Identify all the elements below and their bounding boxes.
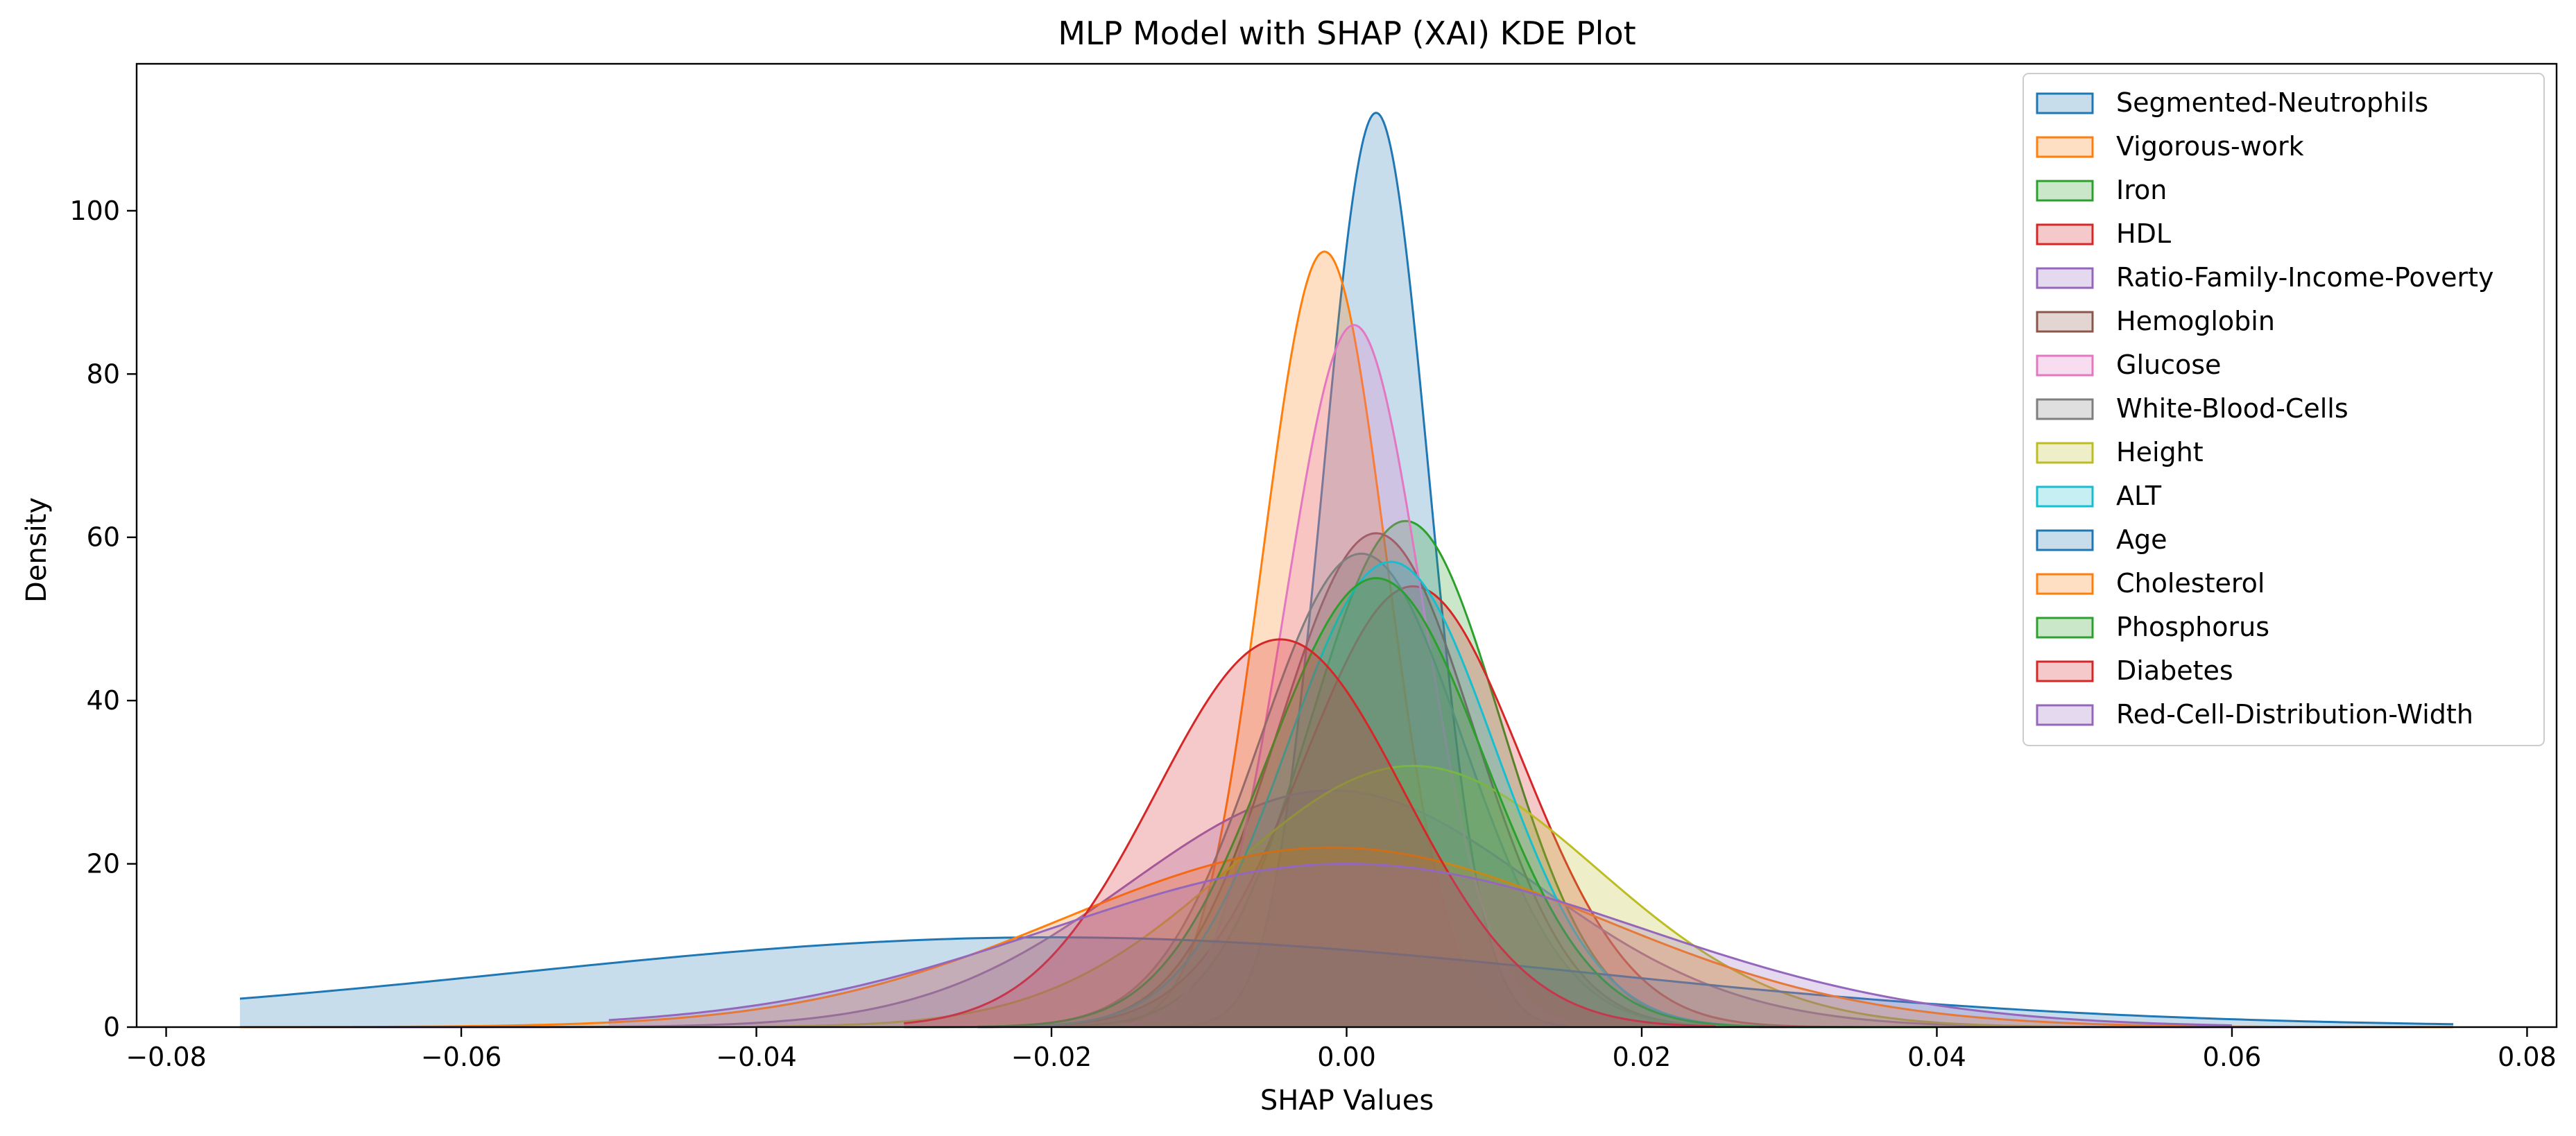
legend: Segmented-Neutrophils Vigorous-work Iron HD… <box>2023 73 2545 746</box>
kde-line-red-cell-distribution-width <box>608 863 2232 1026</box>
legend-label: Glucose <box>2116 350 2221 380</box>
kde-line-cholesterol <box>239 846 2454 1029</box>
kde-area-red-cell-distribution-width <box>608 863 2232 1027</box>
x-tick-label: −0.06 <box>421 1042 501 1072</box>
kde-area-iron <box>1051 521 1789 1027</box>
legend-label: Age <box>2116 524 2167 555</box>
legend-swatch <box>2036 398 2094 420</box>
kde-line-vigorous-work <box>1125 250 1525 1024</box>
kde-area-glucose <box>1125 325 1568 1027</box>
legend-swatch <box>2036 136 2094 158</box>
kde-line-height <box>756 764 2085 1029</box>
kde-area-height <box>756 766 2085 1027</box>
y-tick-label: 80 <box>87 359 120 389</box>
y-tick-label: 0 <box>103 1012 120 1042</box>
legend-label: White-Blood-Cells <box>2116 393 2349 424</box>
legend-label: Vigorous-work <box>2116 131 2304 162</box>
legend-label: Segmented-Neutrophils <box>2116 87 2428 118</box>
legend-swatch <box>2036 92 2094 114</box>
kde-area-age <box>239 937 2454 1027</box>
legend-swatch <box>2036 573 2094 595</box>
legend-label: Iron <box>2116 175 2167 205</box>
x-tick-label: 0.04 <box>1907 1042 1966 1072</box>
kde-area-ratio-family-income-poverty <box>239 790 2454 1027</box>
y-axis-label: Density <box>21 497 53 603</box>
plot-area <box>239 112 2454 1029</box>
y-tick-label: 100 <box>69 196 120 226</box>
x-tick-label: 0.00 <box>1317 1042 1376 1072</box>
legend-label: Height <box>2116 437 2204 467</box>
legend-swatch <box>2036 529 2094 551</box>
legend-label: Diabetes <box>2116 655 2233 686</box>
legend-swatch <box>2036 442 2094 464</box>
legend-label: Cholesterol <box>2116 568 2265 599</box>
kde-area-hemoglobin <box>977 533 1789 1027</box>
kde-area-hdl <box>977 586 1864 1027</box>
legend-swatch <box>2036 311 2094 333</box>
y-tick-label: 20 <box>87 849 120 879</box>
kde-area-cholesterol <box>239 847 2454 1027</box>
legend-label: HDL <box>2116 218 2171 249</box>
legend-swatch <box>2036 180 2094 202</box>
kde-area-diabetes <box>904 639 1716 1027</box>
legend-label: Ratio-Family-Income-Poverty <box>2116 262 2494 293</box>
kde-area-alt <box>977 562 1864 1027</box>
legend-swatch <box>2036 223 2094 246</box>
legend-label: Phosphorus <box>2116 612 2269 642</box>
legend-swatch <box>2036 660 2094 682</box>
chart-title: MLP Model with SHAP (XAI) KDE Plot <box>1058 15 1635 52</box>
legend-swatch <box>2036 267 2094 289</box>
legend-swatch <box>2036 617 2094 639</box>
kde-line-diabetes <box>904 638 1716 1028</box>
axes: −0.08 −0.06 −0.04 −0.02 0.00 0.02 0.04 0.06 0.08… <box>69 62 2558 1072</box>
kde-line-age <box>239 936 2454 1026</box>
x-tick-label: −0.08 <box>126 1042 206 1072</box>
x-tick-label: 0.08 <box>2498 1042 2557 1072</box>
kde-line-segmented-neutrophils <box>1169 112 1568 1028</box>
x-tick-label: 0.06 <box>2203 1042 2262 1072</box>
x-tick-label: −0.04 <box>716 1042 796 1072</box>
x-tick-label: 0.02 <box>1613 1042 1672 1072</box>
legend-swatch <box>2036 704 2094 726</box>
legend-swatch <box>2036 485 2094 508</box>
legend-frame <box>2023 73 2545 746</box>
kde-area-segmented-neutrophils <box>1169 112 1568 1027</box>
y-tick-label: 60 <box>87 522 120 553</box>
legend-label: ALT <box>2116 481 2162 511</box>
legend-swatch <box>2036 354 2094 377</box>
legend-label: Red-Cell-Distribution-Width <box>2116 699 2473 730</box>
x-tick-label: −0.02 <box>1011 1042 1092 1072</box>
x-axis-label: SHAP Values <box>1260 1085 1434 1117</box>
y-tick-label: 40 <box>87 685 120 716</box>
kde-area-white-blood-cells <box>904 553 1864 1027</box>
legend-label: Hemoglobin <box>2116 306 2275 336</box>
kde-area-phosphorus <box>977 578 1937 1027</box>
